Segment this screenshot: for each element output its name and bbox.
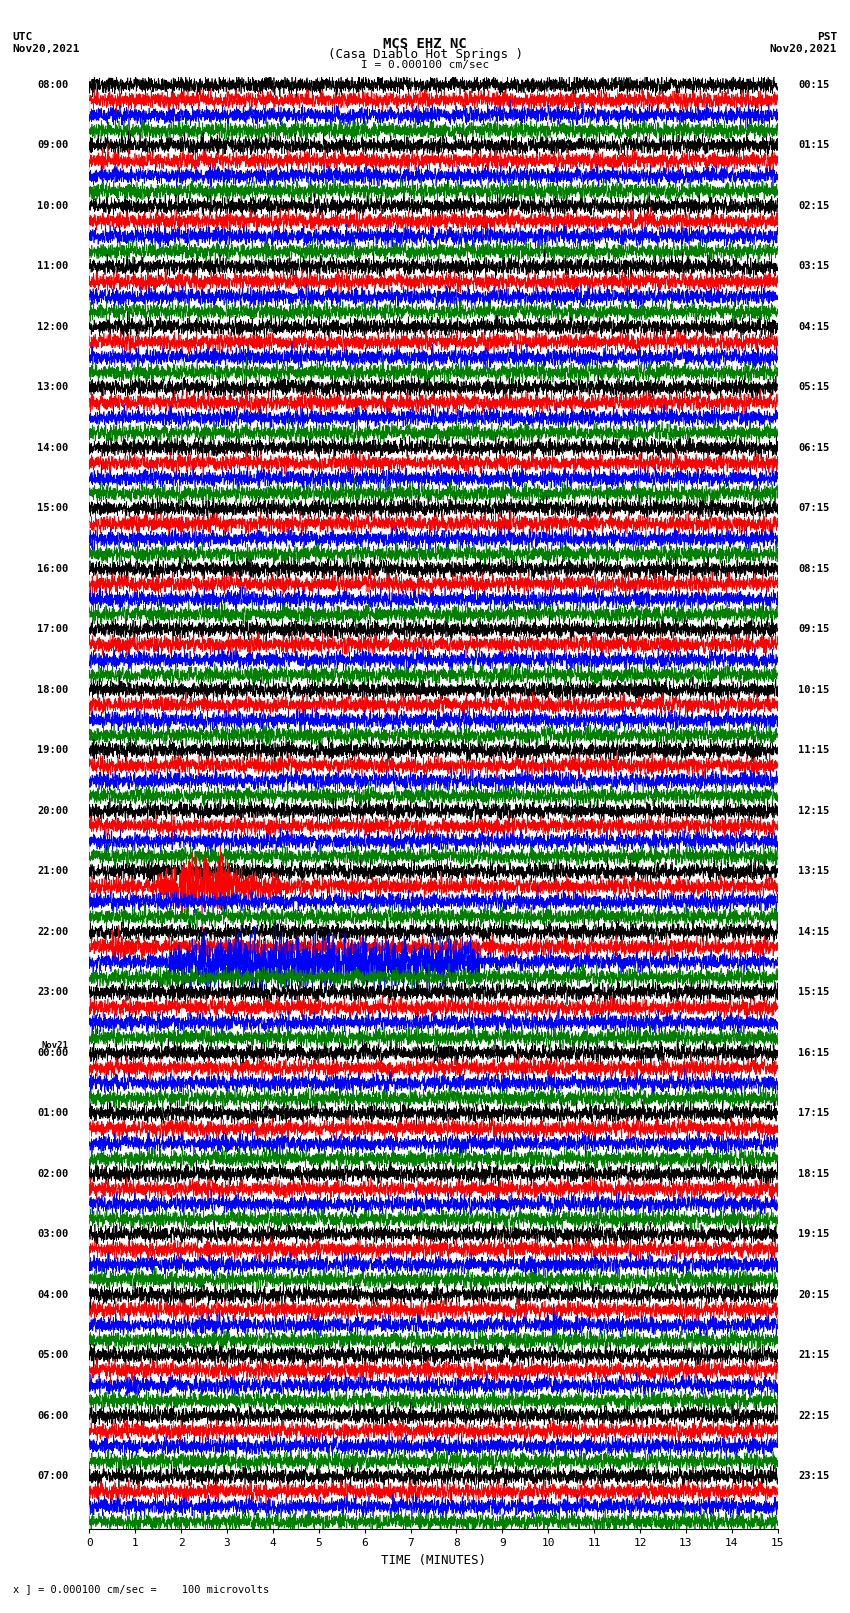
Text: 07:15: 07:15	[798, 503, 830, 513]
Text: Nov20,2021: Nov20,2021	[770, 44, 837, 53]
Text: 16:15: 16:15	[798, 1048, 830, 1058]
Text: 10:15: 10:15	[798, 686, 830, 695]
Text: 18:00: 18:00	[37, 686, 69, 695]
Text: 04:15: 04:15	[798, 323, 830, 332]
Text: Nov20,2021: Nov20,2021	[13, 44, 80, 53]
Text: 07:00: 07:00	[37, 1471, 69, 1481]
Text: 01:15: 01:15	[798, 140, 830, 150]
Text: 08:15: 08:15	[798, 565, 830, 574]
Text: 12:00: 12:00	[37, 323, 69, 332]
Text: 05:00: 05:00	[37, 1350, 69, 1360]
Text: 19:15: 19:15	[798, 1229, 830, 1239]
Text: 15:15: 15:15	[798, 987, 830, 997]
Text: 04:00: 04:00	[37, 1290, 69, 1300]
Text: 02:15: 02:15	[798, 202, 830, 211]
Text: 17:15: 17:15	[798, 1108, 830, 1118]
Text: 13:15: 13:15	[798, 866, 830, 876]
Text: Nov21: Nov21	[42, 1040, 69, 1050]
Text: I = 0.000100 cm/sec: I = 0.000100 cm/sec	[361, 60, 489, 69]
Text: 05:15: 05:15	[798, 382, 830, 392]
Text: 00:00: 00:00	[37, 1048, 69, 1058]
Text: 13:00: 13:00	[37, 382, 69, 392]
Text: 00:15: 00:15	[798, 81, 830, 90]
Text: 10:00: 10:00	[37, 202, 69, 211]
Text: 22:00: 22:00	[37, 927, 69, 937]
Text: 06:00: 06:00	[37, 1411, 69, 1421]
Text: 09:15: 09:15	[798, 624, 830, 634]
Text: 23:15: 23:15	[798, 1471, 830, 1481]
X-axis label: TIME (MINUTES): TIME (MINUTES)	[381, 1553, 486, 1566]
Text: 12:15: 12:15	[798, 806, 830, 816]
Text: 08:00: 08:00	[37, 81, 69, 90]
Text: 23:00: 23:00	[37, 987, 69, 997]
Text: 17:00: 17:00	[37, 624, 69, 634]
Text: 22:15: 22:15	[798, 1411, 830, 1421]
Text: 14:15: 14:15	[798, 927, 830, 937]
Text: x ] = 0.000100 cm/sec =    100 microvolts: x ] = 0.000100 cm/sec = 100 microvolts	[13, 1584, 269, 1594]
Text: 21:00: 21:00	[37, 866, 69, 876]
Text: 03:15: 03:15	[798, 261, 830, 271]
Text: 09:00: 09:00	[37, 140, 69, 150]
Text: MCS EHZ NC: MCS EHZ NC	[383, 37, 467, 52]
Text: 14:00: 14:00	[37, 444, 69, 453]
Text: 01:00: 01:00	[37, 1108, 69, 1118]
Text: 18:15: 18:15	[798, 1169, 830, 1179]
Text: 11:15: 11:15	[798, 745, 830, 755]
Text: (Casa Diablo Hot Springs ): (Casa Diablo Hot Springs )	[327, 48, 523, 61]
Text: 20:00: 20:00	[37, 806, 69, 816]
Text: 11:00: 11:00	[37, 261, 69, 271]
Text: 16:00: 16:00	[37, 565, 69, 574]
Text: UTC: UTC	[13, 32, 33, 42]
Text: 19:00: 19:00	[37, 745, 69, 755]
Text: 02:00: 02:00	[37, 1169, 69, 1179]
Text: 15:00: 15:00	[37, 503, 69, 513]
Text: PST: PST	[817, 32, 837, 42]
Text: 21:15: 21:15	[798, 1350, 830, 1360]
Text: 20:15: 20:15	[798, 1290, 830, 1300]
Text: 03:00: 03:00	[37, 1229, 69, 1239]
Text: 06:15: 06:15	[798, 444, 830, 453]
